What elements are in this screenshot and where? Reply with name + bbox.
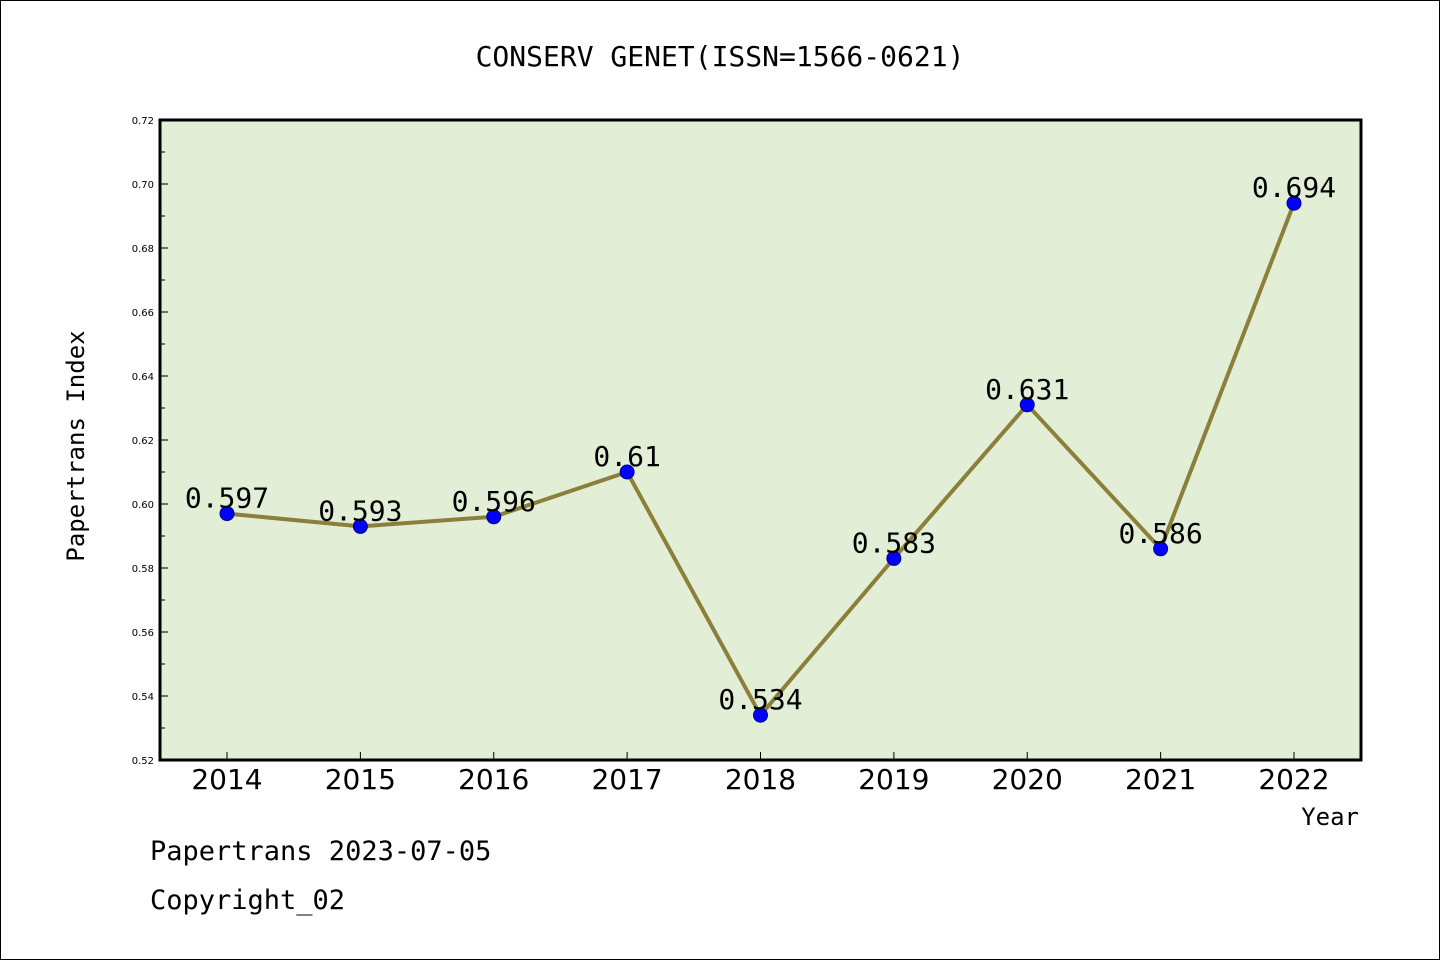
data-point xyxy=(619,464,635,480)
data-label: 0.593 xyxy=(318,494,402,527)
plot-area xyxy=(158,118,1363,762)
x-axis: 2014 2015 2016 2017 2018 2019 2020 2021 2022 xyxy=(191,752,1330,796)
data-label: 0.586 xyxy=(1118,517,1202,550)
x-tick-label: 2018 xyxy=(725,763,796,796)
data-label: 0.631 xyxy=(985,373,1069,406)
x-tick-label: 2015 xyxy=(325,763,396,796)
data-label: 0.61 xyxy=(593,440,660,473)
x-tick-label: 2016 xyxy=(458,763,529,796)
data-point xyxy=(1019,397,1035,413)
data-point xyxy=(219,506,235,522)
y-tick-label: 0.56 xyxy=(132,628,154,639)
y-tick-label: 0.64 xyxy=(132,372,154,383)
y-tick-label: 0.68 xyxy=(132,244,154,255)
data-point xyxy=(753,707,768,723)
y-tick-label: 0.54 xyxy=(132,692,154,703)
x-axis-label: Year xyxy=(1301,803,1359,831)
data-point xyxy=(486,509,502,525)
data-point xyxy=(1286,195,1302,211)
data-label: 0.596 xyxy=(452,485,536,518)
x-tick-label: 2022 xyxy=(1258,763,1329,796)
chart-title: CONSERV GENET(ISSN=1566-0621) xyxy=(476,40,965,73)
y-tick-label: 0.58 xyxy=(132,564,154,575)
x-tick-label: 2021 xyxy=(1125,763,1196,796)
y-axis: 0.52 0.54 0.56 0.58 0.60 0.62 0.64 0.66 0.68 0.70… xyxy=(132,116,168,767)
x-tick-label: 2017 xyxy=(591,763,662,796)
data-label: 0.583 xyxy=(852,526,936,559)
series-layer: 0.597 0.593 0.596 0.61 0.534 0.583 0.631 0.586 0… xyxy=(185,171,1336,723)
data-label: 0.597 xyxy=(185,482,269,515)
y-tick-label: 0.62 xyxy=(132,436,154,447)
data-point xyxy=(886,550,902,566)
x-tick-label: 2019 xyxy=(858,763,929,796)
y-axis-label: Papertrans Index xyxy=(62,330,90,561)
y-tick-label: 0.72 xyxy=(132,116,154,127)
y-tick-label: 0.70 xyxy=(132,180,154,191)
footer-date: Papertrans 2023-07-05 xyxy=(150,836,492,867)
data-point xyxy=(1153,541,1169,557)
x-tick-label: 2020 xyxy=(992,763,1063,796)
x-tick-label: 2014 xyxy=(191,763,262,796)
y-tick-label: 0.66 xyxy=(132,308,154,319)
y-tick-label: 0.52 xyxy=(132,756,154,767)
data-label: 0.534 xyxy=(718,683,802,716)
footer-copyright: Copyright_02 xyxy=(150,885,346,916)
y-tick-label: 0.60 xyxy=(132,500,154,511)
data-label: 0.694 xyxy=(1252,171,1336,204)
data-point xyxy=(352,518,368,534)
